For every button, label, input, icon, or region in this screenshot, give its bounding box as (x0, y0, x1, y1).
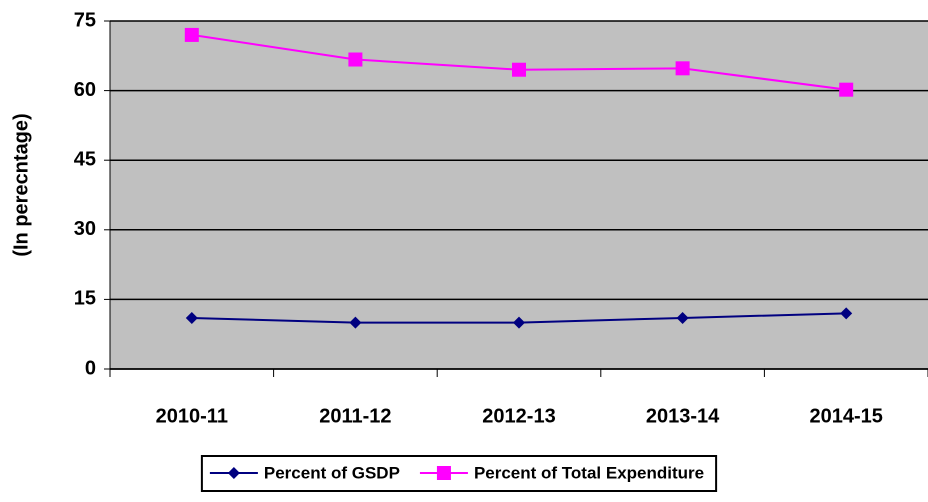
x-tick-label: 2010-11 (156, 405, 228, 427)
y-tick-label: 60 (74, 79, 96, 101)
y-tick-label: 30 (74, 218, 96, 240)
legend-label: Percent of Total Expenditure (474, 463, 704, 482)
marker (184, 27, 199, 42)
marker (348, 52, 363, 67)
legend-label: Percent of GSDP (264, 463, 400, 482)
legend-item: Percent of Total Expenditure (419, 463, 704, 482)
y-tick-label: 0 (85, 357, 96, 379)
x-tick-label: 2011-12 (319, 405, 391, 427)
marker (227, 467, 240, 479)
marker (349, 316, 362, 329)
plot-area (110, 21, 928, 369)
marker (840, 307, 853, 320)
y-tick-label: 15 (74, 288, 96, 310)
marker (185, 311, 198, 324)
legend: Percent of GSDP Percent of Total Expendit… (200, 455, 718, 492)
marker (839, 82, 854, 97)
marker (436, 466, 451, 480)
marker (675, 61, 690, 76)
y-tick-label: 75 (74, 9, 96, 31)
x-tick-label: 2014-15 (809, 405, 882, 427)
marker (512, 62, 526, 77)
y-tick-label: 45 (74, 148, 96, 170)
marker (676, 311, 689, 324)
x-tick-label: 2012-13 (482, 405, 555, 427)
y-axis-label: (In perecntage) (10, 113, 32, 256)
x-tick-label: 2013-14 (646, 405, 720, 427)
legend-item: Percent of GSDP (209, 463, 400, 482)
marker (513, 316, 525, 329)
